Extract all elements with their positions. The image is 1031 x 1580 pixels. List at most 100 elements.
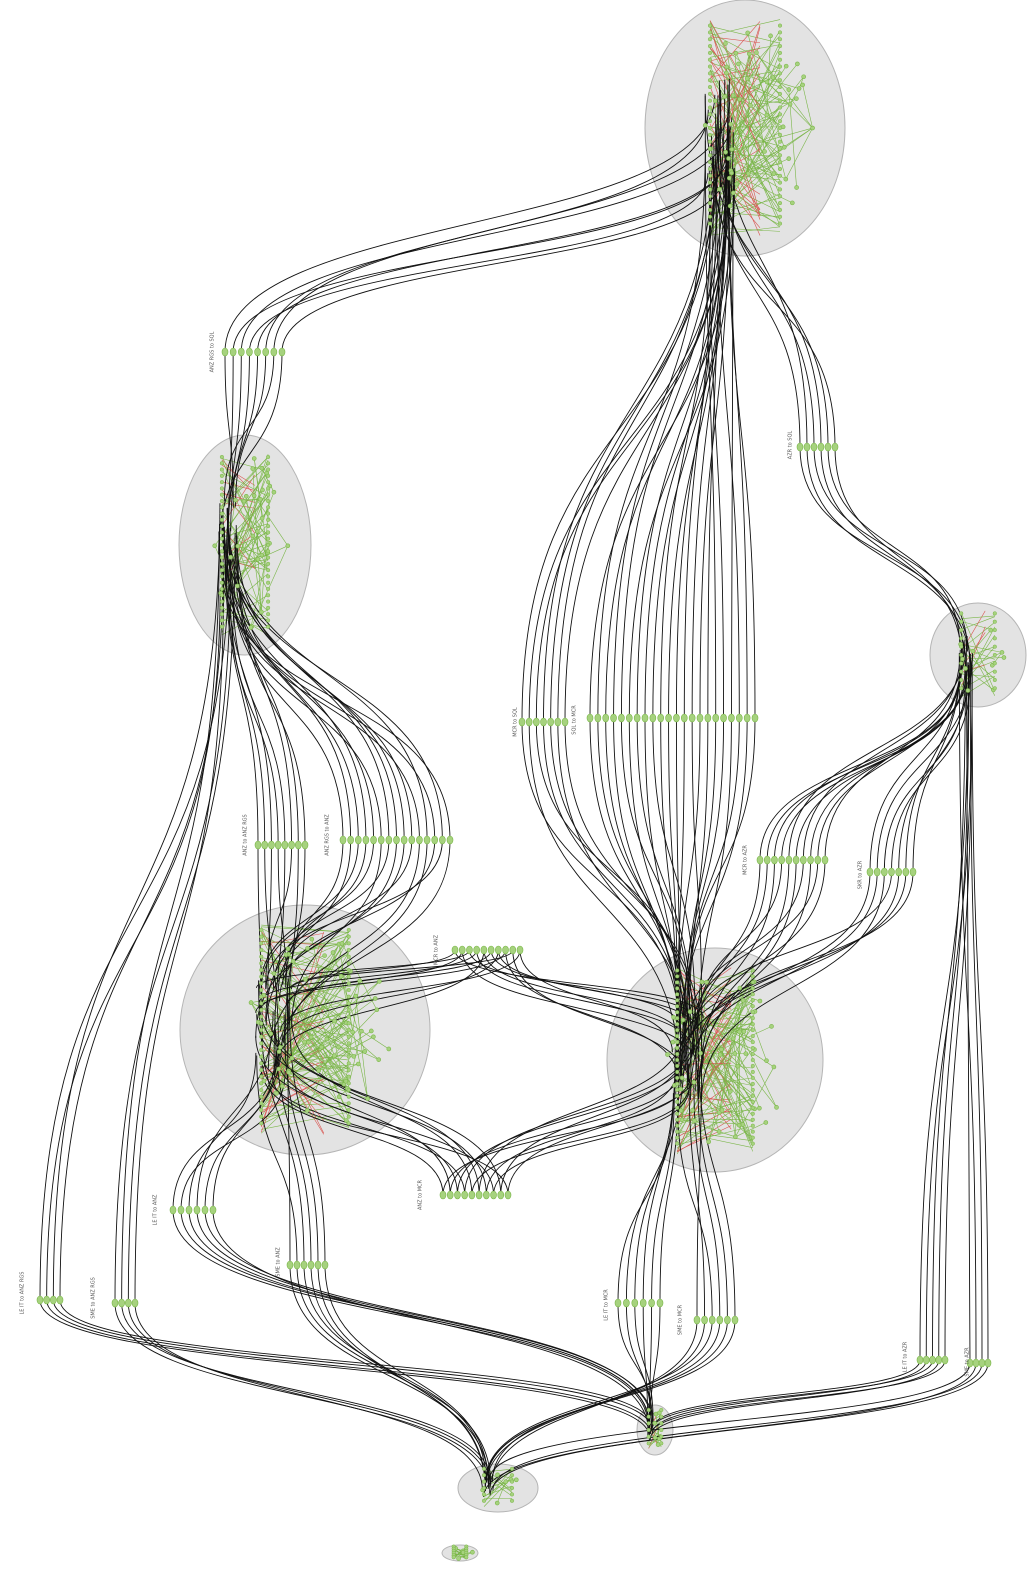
node (718, 1053, 722, 1057)
node (266, 493, 270, 497)
bridge-node (119, 1299, 125, 1307)
node (259, 948, 263, 952)
node (269, 1032, 273, 1036)
node (675, 1106, 679, 1110)
node (741, 998, 745, 1002)
bridge-node (409, 836, 415, 844)
bridge-node (503, 946, 509, 954)
bridge-edge (661, 170, 712, 718)
node (679, 1087, 683, 1091)
node (675, 1010, 679, 1014)
bridge-node (526, 718, 532, 726)
bridge-node (736, 714, 742, 722)
bridge-edge (60, 557, 223, 1300)
node (778, 174, 782, 178)
node (303, 977, 307, 981)
node (751, 1010, 755, 1014)
node (713, 99, 717, 103)
bridge-node (255, 841, 261, 849)
node (772, 1065, 776, 1069)
node (778, 58, 782, 62)
bridge-edge (249, 173, 707, 352)
node (731, 1037, 735, 1041)
node (325, 1037, 329, 1041)
node (660, 1428, 664, 1432)
bridge-node (779, 856, 785, 864)
node (765, 80, 769, 84)
node (252, 494, 256, 498)
node (675, 1100, 679, 1104)
node (310, 937, 314, 941)
node (286, 544, 290, 548)
node (347, 1075, 351, 1079)
bridge-edge (213, 1210, 649, 1433)
node (347, 982, 351, 986)
node (259, 988, 263, 992)
node (510, 1493, 514, 1497)
node (778, 24, 782, 28)
node (369, 1029, 373, 1033)
node (708, 113, 712, 117)
bridge-node (452, 946, 458, 954)
bridge-edge (47, 1300, 651, 1434)
bridge-node (271, 348, 277, 356)
node (339, 974, 343, 978)
bridge-node (808, 856, 814, 864)
node (331, 951, 335, 955)
bridge-node (889, 868, 895, 876)
node (340, 941, 344, 945)
bridge-node (666, 714, 672, 722)
bridge-node (910, 868, 916, 876)
node (213, 544, 217, 548)
node (747, 52, 751, 56)
node (470, 1550, 474, 1554)
node (275, 1091, 279, 1095)
node (510, 1467, 514, 1471)
node (959, 645, 963, 649)
node (745, 76, 749, 80)
bridge-node (697, 714, 703, 722)
bridge-node (673, 714, 679, 722)
bridge-edge (489, 1363, 970, 1479)
node (266, 487, 270, 491)
node (266, 606, 270, 610)
node (363, 1049, 367, 1053)
nodes (37, 24, 1006, 1561)
node (769, 34, 773, 38)
node (737, 1123, 741, 1127)
bridge-node (289, 841, 295, 849)
node (259, 1042, 263, 1046)
node (751, 1052, 755, 1056)
node (259, 1008, 263, 1012)
node (751, 1094, 755, 1098)
node (723, 41, 727, 45)
node (708, 188, 712, 192)
node (266, 581, 270, 585)
bridge-node (222, 348, 228, 356)
cluster (930, 603, 1026, 707)
bridge-label: SQL to MCR (572, 705, 578, 735)
node (728, 204, 732, 208)
node (680, 1076, 684, 1080)
node (647, 1428, 651, 1432)
node (266, 625, 270, 629)
node (993, 653, 997, 657)
node (482, 1473, 486, 1477)
node (259, 1075, 263, 1079)
node (309, 1035, 313, 1039)
node (347, 1015, 351, 1019)
bridge-node (476, 1191, 482, 1199)
node (647, 1442, 651, 1446)
bridge-node (681, 714, 687, 722)
node (675, 1088, 679, 1092)
bridge-node (302, 841, 308, 849)
bridge-label: SME to AZR (965, 1347, 971, 1377)
node (220, 606, 224, 610)
bridge-node (459, 946, 465, 954)
node (675, 1016, 679, 1020)
node (675, 1046, 679, 1050)
node (708, 194, 712, 198)
node (708, 92, 712, 96)
bridge-node (603, 714, 609, 722)
node (259, 1102, 263, 1106)
